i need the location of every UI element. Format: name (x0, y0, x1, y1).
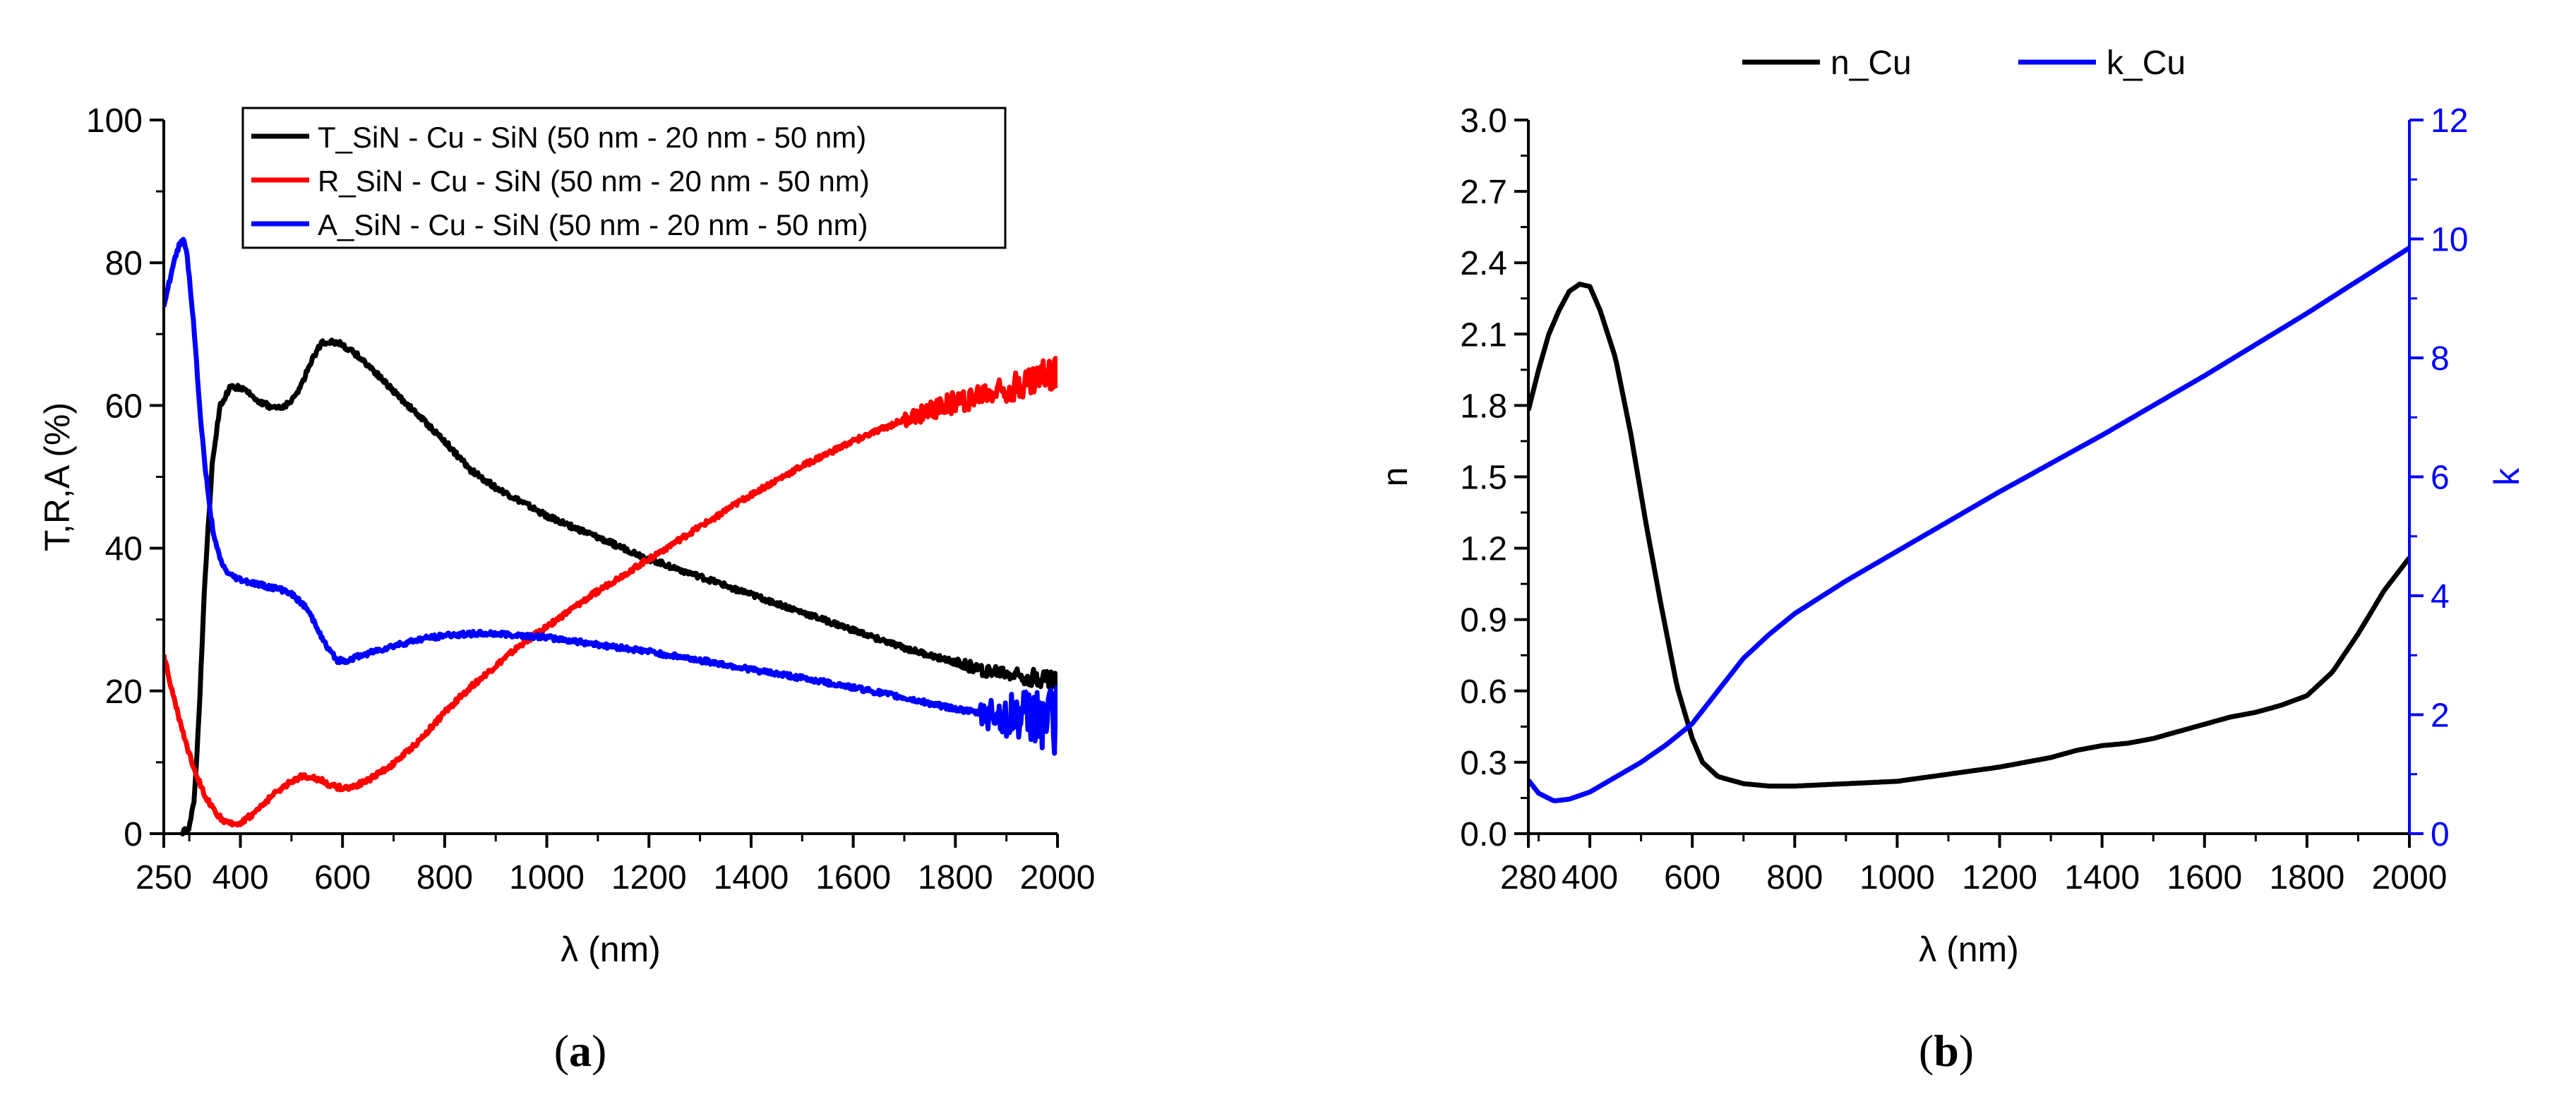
y-right-tick-label: 10 (2431, 222, 2468, 259)
x-tick-label: 2000 (1020, 859, 1096, 896)
x-tick-label: 1400 (714, 859, 789, 896)
y-axis-title: T,R,A (%) (37, 402, 77, 551)
x-tick-label: 280 (1500, 859, 1557, 896)
y-left-axis-title: n (1375, 467, 1415, 487)
series-line-a-sin (164, 236, 1058, 756)
panel-label-part: ( (1919, 1026, 1934, 1076)
x-tick-label: 1200 (1962, 859, 2037, 896)
y-tick-label: 80 (105, 245, 143, 282)
x-axis-title: λ (nm) (1919, 930, 2019, 969)
x-tick-label: 1800 (2269, 859, 2344, 896)
y-tick-label: 0 (124, 816, 143, 853)
panel-label-a: (a) (554, 1026, 607, 1076)
x-tick-label: 1400 (2064, 859, 2140, 896)
x-tick-label: 800 (1766, 859, 1823, 896)
y-left-tick-label: 1.5 (1460, 460, 1507, 497)
y-tick-label: 20 (105, 673, 143, 711)
y-left-tick-label: 1.8 (1460, 388, 1507, 425)
series-line-r-sin (164, 356, 1058, 828)
x-axis-title: λ (nm) (561, 930, 661, 969)
x-tick-label: 1200 (611, 859, 687, 896)
legend-label-r-sin: R_SiN - Cu - SiN (50 nm - 20 nm - 50 nm) (318, 164, 870, 198)
panel-label-part: ) (592, 1026, 606, 1076)
y-right-tick-label: 6 (2431, 460, 2450, 497)
y-left-tick-label: 1.2 (1460, 531, 1507, 568)
legend-box (241, 107, 1007, 249)
series-line-n-cu (1528, 282, 2409, 789)
panel-label-b: (b) (1919, 1026, 1974, 1076)
x-tick-label: 1600 (815, 859, 891, 896)
x-tick-label: 1000 (509, 859, 585, 896)
legend-a: T_SiN - Cu - SiN (50 nm - 20 nm - 50 nm)… (241, 107, 1007, 249)
panel-label-part: ) (1959, 1026, 1974, 1076)
legend-label-n-cu: n_Cu (1831, 44, 1912, 82)
x-tick-label: 1000 (1859, 859, 1935, 896)
x-tick-label: 400 (1562, 859, 1618, 896)
x-tick-label: 800 (417, 859, 473, 896)
series-line-k-cu (1528, 246, 2409, 803)
panel-label-part: b (1934, 1026, 1959, 1076)
y-left-tick-label: 2.7 (1460, 174, 1507, 211)
y-tick-label: 40 (105, 531, 143, 568)
y-right-axis-title: k (2487, 467, 2527, 486)
y-left-tick-label: 3.0 (1460, 102, 1507, 140)
x-tick-label: 600 (1664, 859, 1720, 896)
x-tick-label: 2000 (2372, 859, 2448, 896)
x-tick-label: 400 (212, 859, 268, 896)
y-right-tick-label: 8 (2431, 340, 2450, 378)
y-left-tick-label: 2.4 (1460, 245, 1507, 282)
y-left-tick-label: 0.3 (1460, 745, 1507, 782)
y-left-tick-label: 0.9 (1460, 602, 1507, 640)
y-right-tick-label: 0 (2431, 816, 2450, 853)
y-left-tick-label: 0.6 (1460, 673, 1507, 711)
series-line-t-sin (179, 337, 1058, 836)
y-right-tick-label: 12 (2431, 102, 2468, 140)
chart-panel-b: 280 400 600 800 1000 1200 1400 1600 1800 20000.00… (1375, 44, 2527, 1076)
y-left-tick-label: 2.1 (1460, 316, 1507, 354)
legend-label-k-cu: k_Cu (2107, 44, 2186, 82)
y-left-tick-label: 0.0 (1460, 816, 1507, 853)
chart-panel-a: 250 400 600 800 1000 1200 1400 1600 1800 2000 0 20 4… (37, 102, 1095, 1076)
x-tick-label: 1800 (918, 859, 993, 896)
y-right-tick-label: 2 (2431, 697, 2450, 735)
y-right-tick-label: 4 (2431, 578, 2450, 616)
y-tick-label: 100 (86, 102, 143, 140)
x-tick-label: 250 (136, 859, 192, 896)
x-tick-label: 1600 (2167, 859, 2242, 896)
y-tick-label: 60 (105, 388, 143, 425)
legend-b: n_Cu k_Cu (1742, 44, 2186, 82)
panel-label-part: ( (554, 1026, 569, 1076)
panel-label-part: a (569, 1026, 592, 1076)
x-tick-label: 600 (314, 859, 371, 896)
legend-label-a-sin: A_SiN - Cu - SiN (50 nm - 20 nm - 50 nm) (318, 208, 868, 241)
legend-label-t-sin: T_SiN - Cu - SiN (50 nm - 20 nm - 50 nm) (318, 121, 866, 154)
